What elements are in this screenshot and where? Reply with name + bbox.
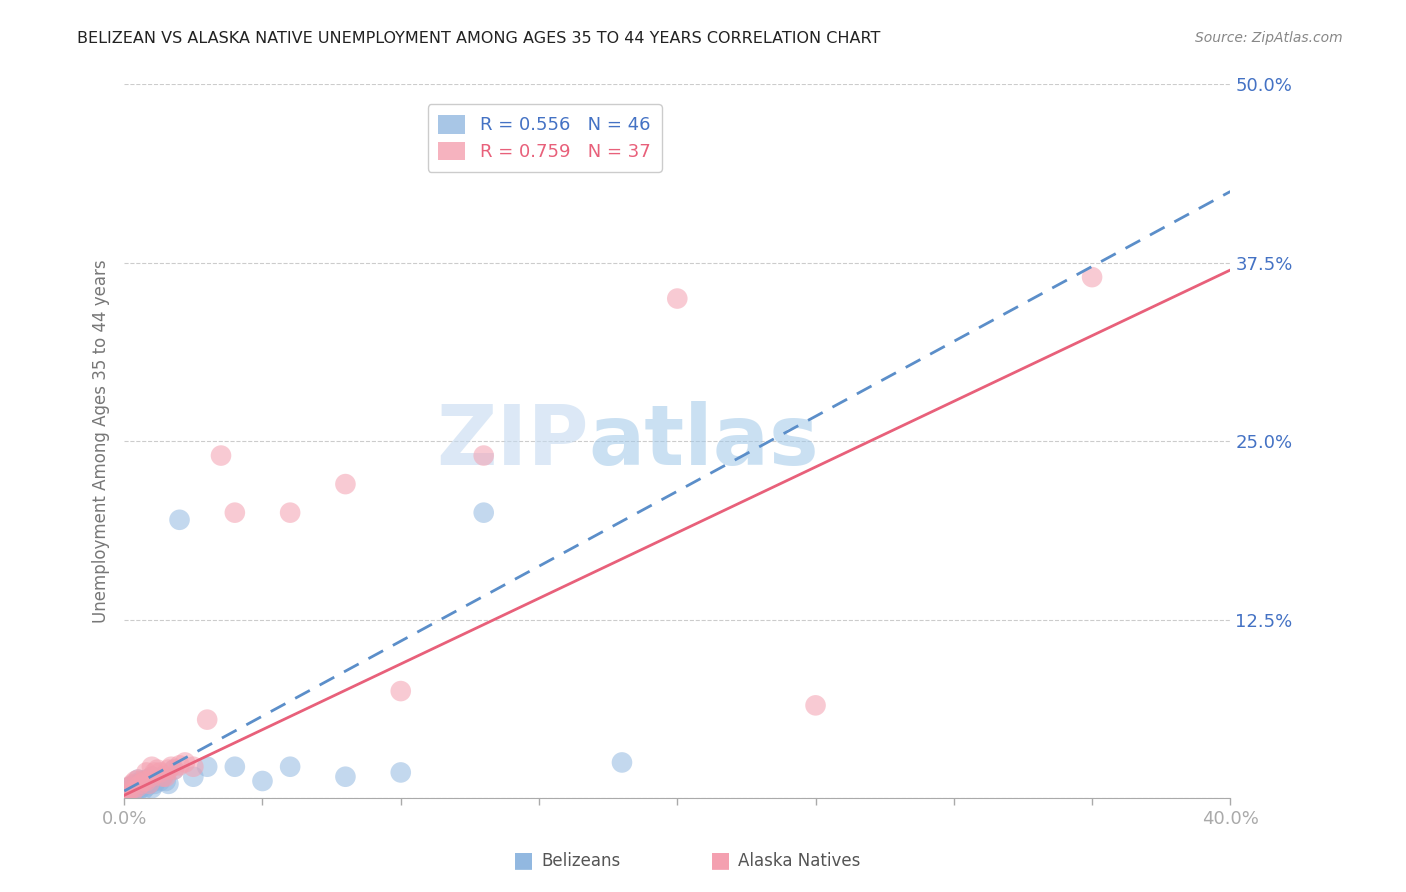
Point <box>135 774 157 789</box>
Point <box>121 782 143 797</box>
Point <box>132 782 155 797</box>
Point <box>335 770 357 784</box>
Point <box>118 780 141 794</box>
Point <box>115 787 138 801</box>
Point <box>278 506 301 520</box>
Point <box>121 778 143 792</box>
Text: Source: ZipAtlas.com: Source: ZipAtlas.com <box>1195 31 1343 45</box>
Point <box>118 789 141 803</box>
Text: BELIZEAN VS ALASKA NATIVE UNEMPLOYMENT AMONG AGES 35 TO 44 YEARS CORRELATION CHA: BELIZEAN VS ALASKA NATIVE UNEMPLOYMENT A… <box>77 31 880 46</box>
Point <box>804 698 827 713</box>
Point <box>127 772 149 787</box>
Point <box>124 774 146 789</box>
Point <box>152 770 174 784</box>
Point <box>389 684 412 698</box>
Point <box>121 787 143 801</box>
Point <box>112 789 135 803</box>
Y-axis label: Unemployment Among Ages 35 to 44 years: Unemployment Among Ages 35 to 44 years <box>93 260 110 624</box>
Point <box>141 770 163 784</box>
Point <box>1081 270 1104 285</box>
Point <box>141 781 163 796</box>
Point <box>169 513 191 527</box>
Point <box>335 477 357 491</box>
Point <box>278 760 301 774</box>
Point <box>124 781 146 796</box>
Point <box>118 787 141 801</box>
Point <box>141 775 163 789</box>
Point <box>132 774 155 789</box>
Point <box>169 758 191 772</box>
Point <box>129 774 152 789</box>
Point <box>163 763 186 777</box>
Point <box>163 763 186 777</box>
Point <box>155 770 177 784</box>
Point <box>115 787 138 801</box>
Point <box>152 770 174 784</box>
Point <box>135 772 157 787</box>
Point <box>118 780 141 794</box>
Point <box>610 756 633 770</box>
Point <box>138 777 160 791</box>
Point <box>389 765 412 780</box>
Text: atlas: atlas <box>589 401 820 482</box>
Legend: R = 0.556   N = 46, R = 0.759   N = 37: R = 0.556 N = 46, R = 0.759 N = 37 <box>427 104 661 172</box>
Point <box>112 791 135 805</box>
Point <box>127 777 149 791</box>
Point <box>157 777 180 791</box>
Point <box>195 713 218 727</box>
Point <box>174 756 197 770</box>
Point <box>666 292 689 306</box>
Point <box>224 760 246 774</box>
Point <box>129 781 152 796</box>
Point <box>118 784 141 798</box>
Point <box>127 780 149 794</box>
Point <box>121 785 143 799</box>
Text: Belizeans: Belizeans <box>541 852 620 870</box>
Point <box>472 449 495 463</box>
Point <box>127 772 149 787</box>
Point <box>143 777 166 791</box>
Point <box>132 777 155 791</box>
Point <box>143 765 166 780</box>
Point <box>112 791 135 805</box>
Text: ■: ■ <box>710 850 731 870</box>
Text: ■: ■ <box>513 850 534 870</box>
Point <box>195 760 218 774</box>
Point <box>124 785 146 799</box>
Point <box>127 780 149 794</box>
Point <box>157 763 180 777</box>
Point <box>115 784 138 798</box>
Point <box>124 777 146 791</box>
Point <box>160 760 183 774</box>
Point <box>127 784 149 798</box>
Text: ZIP: ZIP <box>436 401 589 482</box>
Point <box>472 506 495 520</box>
Point <box>209 449 232 463</box>
Point <box>141 770 163 784</box>
Point <box>135 780 157 794</box>
Point <box>141 760 163 774</box>
Point <box>115 789 138 804</box>
Point <box>146 763 169 777</box>
Point <box>138 777 160 791</box>
Point <box>183 760 205 774</box>
Text: Alaska Natives: Alaska Natives <box>738 852 860 870</box>
Point <box>149 774 172 789</box>
Point <box>146 772 169 787</box>
Point <box>121 777 143 791</box>
Point <box>135 765 157 780</box>
Point <box>252 774 274 789</box>
Point <box>224 506 246 520</box>
Point <box>155 774 177 789</box>
Point <box>129 777 152 791</box>
Point <box>149 765 172 780</box>
Point <box>118 784 141 798</box>
Point <box>183 770 205 784</box>
